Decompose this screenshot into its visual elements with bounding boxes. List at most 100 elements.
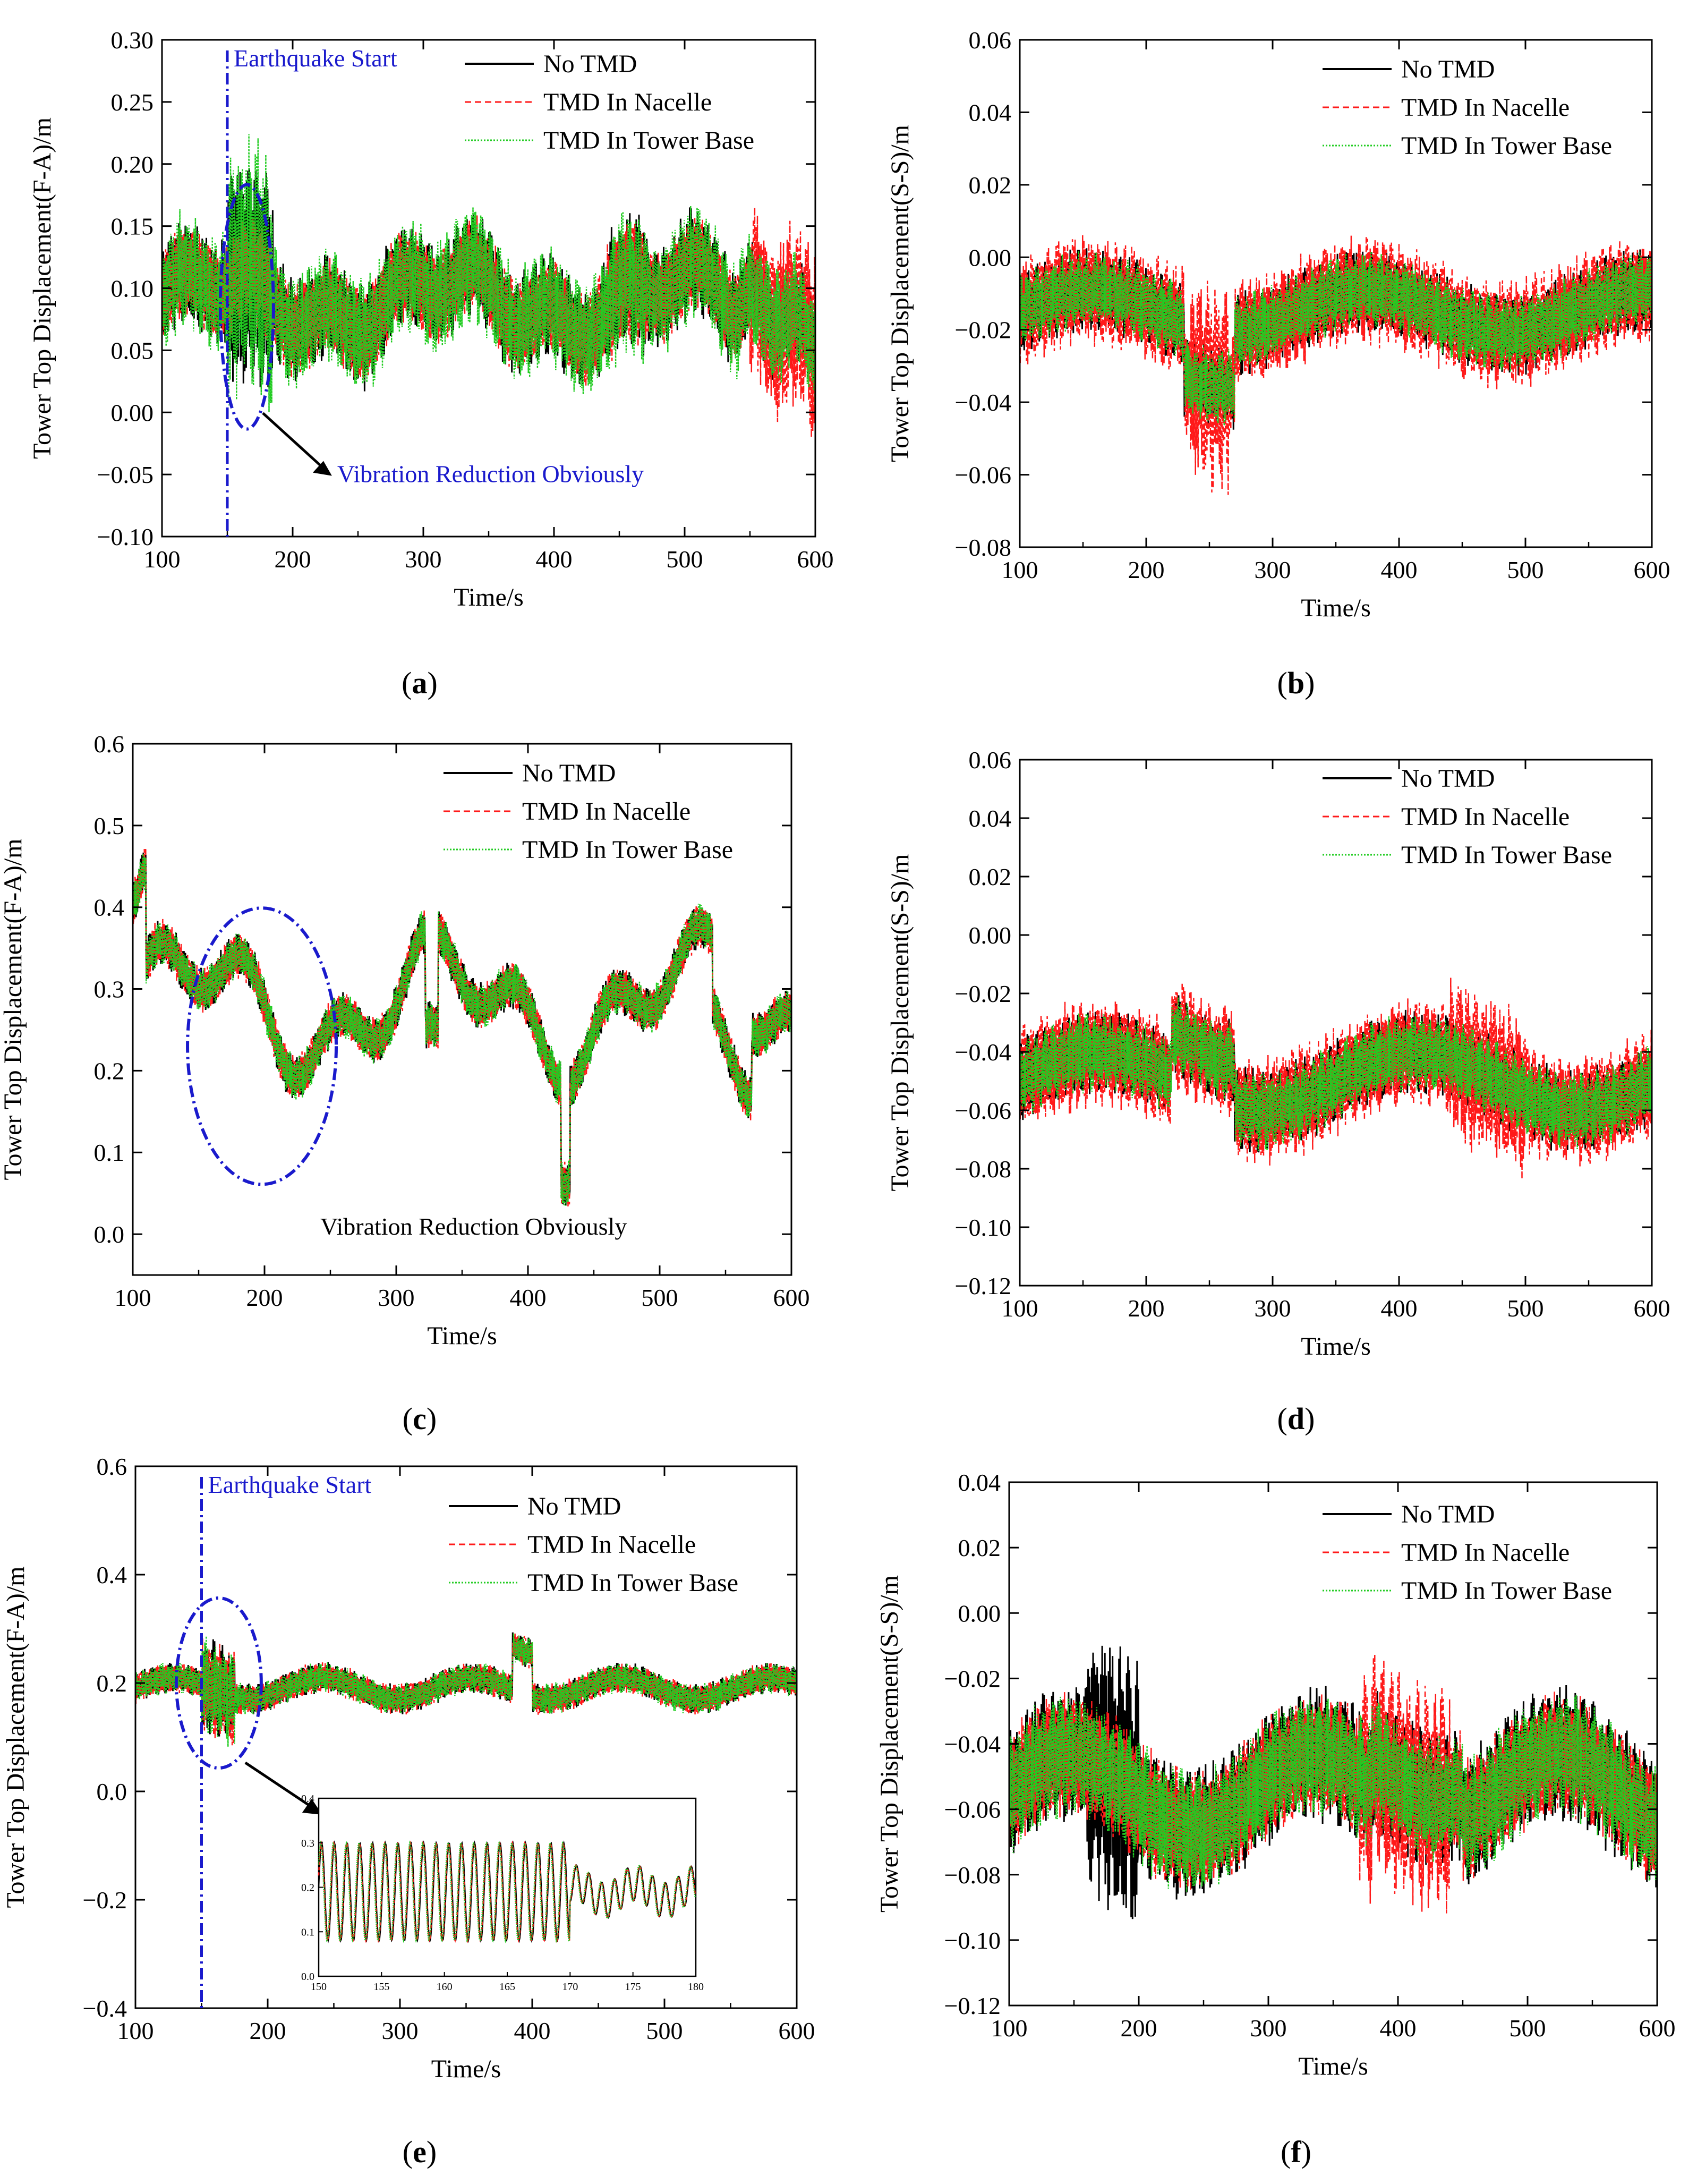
inset-series-line (318, 1840, 696, 1943)
event-label: Earthquake Start (208, 1471, 372, 1498)
y-tick-label: 0.3 (94, 976, 125, 1003)
legend: No TMD TMD In Nacelle TMD In Tower Base (449, 1492, 738, 1597)
x-tick-label: 100 (991, 2015, 1028, 2042)
x-tick-label: 200 (1121, 2015, 1157, 2042)
y-tick-label: 0.30 (111, 27, 154, 54)
panel-label: (f) (1281, 2135, 1311, 2169)
y-tick-label: −0.10 (955, 1214, 1011, 1241)
legend-label: TMD In Tower Base (527, 1569, 738, 1597)
panel-label: (a) (402, 666, 438, 700)
legend-label: TMD In Nacelle (543, 88, 712, 116)
x-tick-label: 200 (246, 1284, 283, 1311)
inset-x-tick-label: 180 (688, 1981, 704, 1993)
y-tick-label: −0.06 (944, 1796, 1001, 1823)
y-tick-label: 0.04 (969, 805, 1012, 832)
y-axis-title: Tower Top Displacement(S-S)/m (886, 125, 914, 462)
x-tick-label: 200 (1128, 1295, 1165, 1322)
y-tick-label: 0.00 (958, 1600, 1001, 1627)
y-tick-label: 0.02 (969, 172, 1012, 199)
x-tick-label: 400 (514, 2017, 551, 2044)
y-tick-label: −0.10 (97, 523, 154, 550)
legend-label: TMD In Nacelle (527, 1531, 696, 1559)
x-tick-label: 400 (1381, 1295, 1418, 1322)
series-group (1009, 1645, 1657, 1919)
legend-label: No TMD (522, 759, 616, 787)
y-tick-label: −0.10 (944, 1927, 1001, 1954)
y-tick-label: 0.25 (111, 89, 154, 116)
legend: No TMD TMD In Nacelle TMD In Tower Base (444, 759, 733, 864)
chart-panel-e: 100 200 300 400 500 600 −0.4 −0.2 0.0 0.2 0.4 0.6 Ti… (2, 1453, 815, 2169)
inset-y-tick-label: 0.0 (301, 1971, 314, 1983)
legend-label: No TMD (1401, 55, 1495, 83)
y-tick-label: 0.4 (97, 1561, 127, 1588)
y-axis-title: Tower Top Displacement(S-S)/m (886, 854, 914, 1192)
inset-x-tick-label: 150 (311, 1981, 327, 1993)
y-tick-label: 0.02 (958, 1534, 1001, 1561)
legend-label: TMD In Tower Base (1401, 841, 1612, 869)
x-tick-label: 300 (1255, 556, 1291, 583)
y-tick-label: 0.1 (94, 1139, 125, 1166)
legend-label: TMD In Tower Base (543, 126, 754, 155)
x-tick-label: 300 (1255, 1295, 1291, 1322)
y-tick-label: 0.20 (111, 151, 154, 178)
inset-x-tick-label: 160 (437, 1981, 453, 1993)
legend-label: No TMD (1401, 1500, 1495, 1528)
x-tick-label: 100 (1002, 1295, 1038, 1322)
x-tick-label: 400 (536, 546, 573, 573)
chart-panel-d: 100 200 300 400 500 600 −0.12 −0.10 −0.08 −0.06 −0… (886, 746, 1670, 1436)
series-line-tmd-in-tower-base (133, 854, 791, 1206)
chart-panel-c: 100 200 300 400 500 600 0.0 0.1 0.2 0.3 0.4 0.5 0.6 T… (0, 730, 810, 1436)
x-tick-label: 600 (779, 2017, 815, 2044)
y-tick-label: 0.6 (94, 730, 125, 758)
series-group (1020, 978, 1652, 1179)
y-axis-title: Tower Top Displacement(F-A)/m (2, 1567, 30, 1908)
x-axis-title: Time/s (427, 1322, 497, 1350)
y-tick-label: −0.02 (944, 1665, 1001, 1692)
x-tick-label: 100 (115, 1284, 151, 1311)
x-tick-label: 200 (275, 546, 311, 573)
highlight-ellipse (218, 183, 275, 431)
highlight-ellipse (174, 1596, 263, 1770)
y-tick-label: 0.4 (94, 894, 125, 921)
y-axis-title: Tower Top Displacement(F-A)/m (28, 117, 56, 459)
y-tick-label: 0.2 (94, 1057, 125, 1084)
legend-label: No TMD (543, 50, 637, 78)
x-axis-title: Time/s (454, 583, 524, 611)
inset-y-tick-label: 0.2 (301, 1882, 314, 1894)
inset-y-tick-label: 0.4 (301, 1793, 314, 1805)
x-tick-label: 200 (1128, 556, 1165, 583)
panel-label: (e) (403, 2135, 437, 2169)
y-tick-label: 0.0 (97, 1778, 127, 1805)
series-group (133, 847, 791, 1207)
y-tick-label: 0.15 (111, 213, 154, 240)
x-tick-label: 500 (667, 546, 703, 573)
y-tick-label: −0.04 (955, 1039, 1011, 1066)
x-tick-label: 600 (773, 1284, 810, 1311)
x-tick-label: 500 (642, 1284, 678, 1311)
annotation-text: Vibration Reduction Obviously (320, 1213, 627, 1240)
event-label: Earthquake Start (234, 45, 397, 72)
inset-chart: 150 155 160 165 170 175 180 0.0 0.1 0.2 0.3 0.4 (301, 1793, 704, 1993)
panel-label: (b) (1277, 666, 1315, 700)
x-tick-label: 500 (646, 2017, 683, 2044)
x-tick-label: 400 (510, 1284, 547, 1311)
x-axis-title: Time/s (1301, 1332, 1371, 1361)
series-group (135, 1632, 797, 1747)
annotation-text: Vibration Reduction Obviously (337, 461, 644, 488)
panel-label: (d) (1277, 1401, 1315, 1436)
y-tick-label: −0.02 (955, 980, 1011, 1007)
y-tick-label: −0.12 (955, 1272, 1011, 1299)
series-group (162, 134, 815, 438)
x-axis-title: Time/s (1301, 594, 1371, 622)
y-tick-label: 0.00 (111, 399, 154, 426)
x-tick-label: 600 (1634, 1295, 1670, 1322)
chart-panel-a: 100 200 300 400 500 600 −0.10 −0.05 0.00 0.05 0.10… (28, 27, 834, 700)
arrow-head-icon (302, 1799, 322, 1815)
x-tick-label: 600 (1634, 556, 1670, 583)
legend-label: TMD In Nacelle (1401, 94, 1570, 122)
y-tick-label: −0.4 (83, 1995, 127, 2022)
inset-x-tick-label: 175 (625, 1981, 641, 1993)
x-tick-label: 100 (117, 2017, 154, 2044)
y-axis-title: Tower Top Displacement(F-A)/m (0, 839, 27, 1180)
